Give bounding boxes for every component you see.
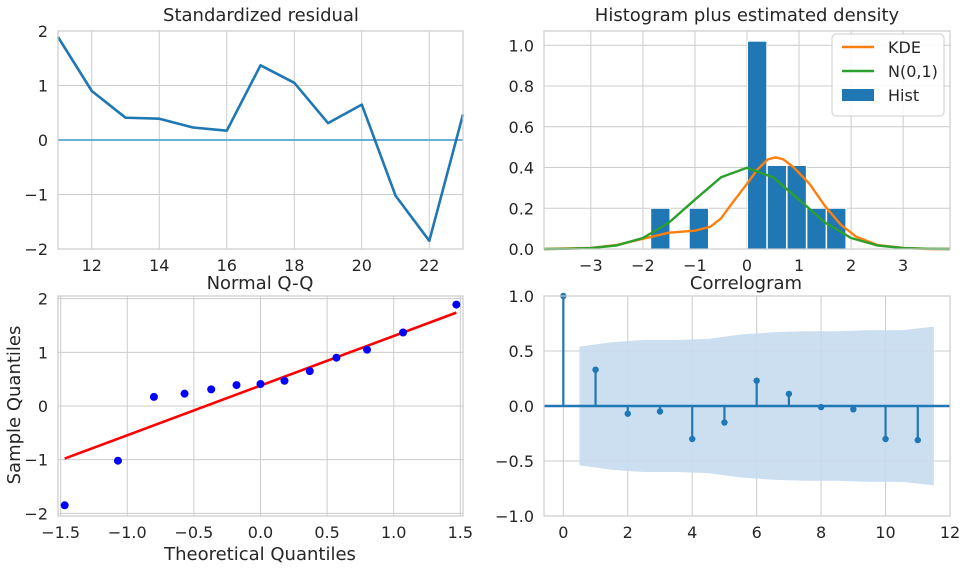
plot-border: [543, 30, 951, 250]
x-axis-label: Theoretical Quantiles: [163, 544, 356, 565]
y-tick-label: 1: [38, 77, 48, 96]
kde-line: [543, 156, 950, 251]
residual-line: [56, 36, 465, 243]
legend-label: KDE: [888, 38, 921, 57]
x-tick-label: 4: [687, 523, 697, 542]
qq-point: [452, 300, 461, 309]
y-tick-label: 1.0: [509, 36, 534, 55]
acf-marker: [882, 435, 889, 443]
y-tick-label: 0.2: [509, 199, 534, 218]
y-tick-label: 0.0: [509, 240, 534, 259]
y-tick-label: 0.4: [509, 159, 534, 178]
chart-title: Standardized residual: [163, 5, 359, 26]
x-tick-label: −1: [683, 256, 707, 275]
x-tick-label: −1.0: [108, 523, 147, 542]
normal-qq-panel: Normal Q-Q Theoretical Quantiles Sample …: [4, 273, 473, 565]
legend: KDE N(0,1) Hist: [831, 33, 945, 117]
qq-point: [113, 456, 122, 465]
x-tick-label: 20: [352, 256, 372, 275]
y-tick-label: 1: [38, 343, 48, 362]
acf-marker: [850, 406, 857, 413]
acf-marker: [656, 408, 664, 415]
y-tick-label: −0.5: [495, 452, 534, 471]
qq-point: [149, 392, 158, 401]
x-tick-label: 12: [82, 256, 102, 275]
hist-bar: [747, 40, 768, 250]
x-tick-label: 1.0: [381, 523, 406, 542]
x-tick-label: 22: [419, 256, 439, 275]
y-tick-label: 2: [38, 22, 48, 41]
acf-marker: [785, 390, 793, 398]
qq-point: [399, 328, 408, 337]
qq-point: [363, 345, 372, 354]
x-tick-label: 0: [558, 523, 568, 542]
plot-border: [57, 30, 464, 250]
x-tick-label: 3: [898, 256, 908, 275]
y-tick-label: −2: [24, 240, 48, 259]
x-tick-label: 10: [875, 523, 895, 542]
plot-border: [543, 295, 951, 517]
correlogram-panel: Correlogram 0 2 4 6 8 10 12 −1.0 −0.5 0.0 0.5 1.0: [495, 273, 960, 542]
x-tick-label: 0.5: [314, 523, 339, 542]
y-tick-label: 2: [38, 290, 48, 309]
y-tick-label: 0: [38, 131, 48, 150]
y-tick-label: −1: [24, 451, 48, 470]
qq-point: [232, 381, 241, 390]
hist-bar: [766, 164, 788, 250]
standardized-residual-panel: Standardized residual 12 14 16 18 20 22−2−101…: [24, 5, 465, 275]
y-tick-label: 0: [38, 397, 48, 416]
normal-density-line: [543, 166, 951, 251]
x-tick-label: −1.5: [41, 523, 80, 542]
x-tick-label: 0.0: [248, 523, 273, 542]
y-tick-label: 0.5: [509, 342, 534, 361]
acf-marker: [592, 366, 599, 373]
qq-point: [207, 385, 216, 394]
y-tick-label: −1.0: [495, 507, 534, 526]
y-tick-label: 0.0: [509, 397, 534, 416]
x-tick-label: 14: [149, 256, 169, 275]
y-tick-label: 1.0: [509, 287, 534, 306]
acf-marker: [689, 435, 696, 443]
qq-point: [60, 501, 69, 510]
x-tick-label: 2: [846, 256, 856, 275]
plot-border: [57, 295, 464, 517]
x-tick-label: 8: [816, 523, 826, 542]
acf-marker: [817, 403, 825, 411]
acf-marker: [721, 419, 728, 426]
y-tick-label: 0.6: [509, 118, 534, 137]
chart-title: Normal Q-Q: [207, 273, 314, 294]
x-tick-label: 2: [623, 523, 633, 542]
x-tick-label: 16: [217, 256, 237, 275]
qq-point: [180, 389, 189, 398]
x-tick-label: −3: [579, 256, 603, 275]
histogram-density-panel: Histogram plus estimated density −3 −2 −1 0…: [509, 5, 951, 275]
legend-label: Hist: [888, 86, 919, 105]
chart-title: Correlogram: [690, 273, 802, 294]
qq-point: [305, 367, 314, 376]
qq-point: [256, 380, 265, 388]
x-tick-label: 1.5: [448, 523, 473, 542]
acf-marker: [914, 436, 921, 444]
qq-point: [332, 353, 341, 362]
y-tick-label: −2: [24, 504, 48, 523]
y-tick-label: −1: [24, 186, 48, 205]
x-tick-label: 0: [742, 256, 752, 275]
x-tick-label: −2: [631, 256, 655, 275]
y-axis-label: Sample Quantiles: [4, 326, 25, 485]
acf-marker: [753, 377, 760, 384]
legend-label: N(0,1): [888, 62, 938, 81]
acf-marker: [624, 410, 631, 417]
qq-point: [280, 376, 289, 385]
y-tick-label: 0.8: [509, 77, 534, 96]
x-tick-label: 6: [752, 523, 762, 542]
chart-title: Histogram plus estimated density: [595, 5, 900, 26]
x-tick-label: 12: [940, 523, 960, 542]
legend-swatch: [842, 89, 874, 101]
x-tick-label: −0.5: [174, 523, 213, 542]
x-tick-label: 1: [794, 256, 804, 275]
x-tick-label: 18: [284, 256, 304, 275]
